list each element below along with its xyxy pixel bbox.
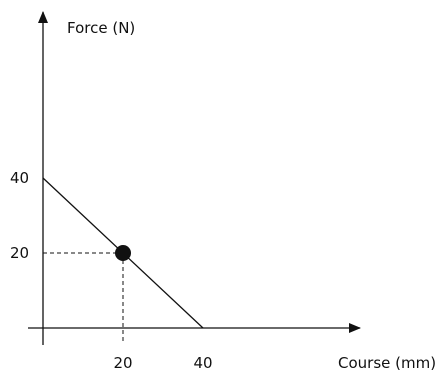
- y-tick-label: 20: [10, 244, 29, 262]
- x-tick-label: 40: [193, 354, 212, 372]
- highlight-point: [115, 245, 131, 261]
- x-axis-label: Course (mm): [338, 354, 436, 372]
- x-tick-label: 20: [113, 354, 132, 372]
- y-tick-label: 40: [10, 169, 29, 187]
- y-axis-label: Force (N): [67, 19, 135, 37]
